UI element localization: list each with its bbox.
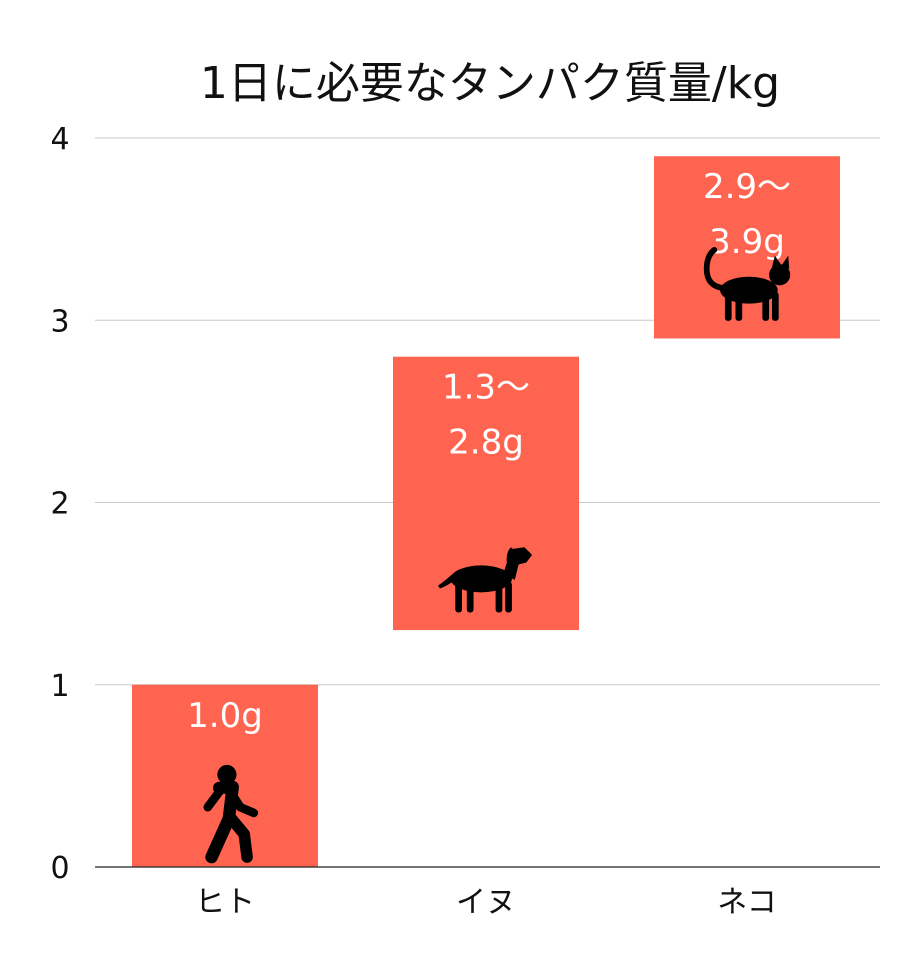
y-tick-label: 4 [50, 122, 69, 157]
y-tick-label: 3 [50, 304, 69, 339]
y-tick-label: 0 [50, 851, 69, 886]
axis-layer: 0 1 2 3 4 ヒト イヌ ネコ [50, 122, 880, 920]
cat-icon [703, 246, 791, 321]
bar-value-label: 3.9g [709, 222, 785, 262]
chart-title: 1日に必要なタンパク質量/kg [200, 58, 780, 109]
bar-layer: 1.0g 1.3〜 2.8g 2.9〜 3.9g [132, 156, 840, 867]
walking-person-icon [203, 764, 259, 864]
x-tick-label: イヌ [456, 885, 516, 920]
x-tick-label: ヒト [195, 885, 255, 920]
y-tick-label: 1 [50, 669, 69, 704]
y-tick-label: 2 [50, 487, 69, 522]
dog-icon [438, 547, 533, 613]
bar-3 [654, 156, 840, 339]
bar-value-label: 2.8g [448, 423, 524, 463]
grid-layer [95, 137, 880, 686]
bar-value-label: 2.9〜 [703, 167, 791, 207]
bar-value-label: 1.0g [187, 696, 263, 736]
bar-value-label: 1.3〜 [442, 368, 530, 408]
x-tick-label: ネコ [717, 885, 776, 920]
